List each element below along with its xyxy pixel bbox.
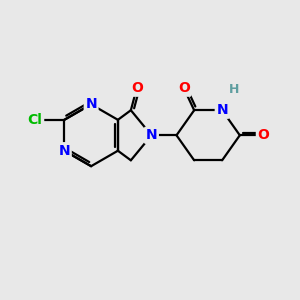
Text: N: N — [216, 103, 228, 117]
Text: O: O — [178, 81, 190, 95]
Text: N: N — [146, 128, 157, 142]
Text: N: N — [58, 144, 70, 158]
Text: O: O — [131, 81, 143, 95]
Text: N: N — [85, 98, 97, 111]
Text: O: O — [257, 128, 269, 142]
Text: H: H — [229, 83, 239, 96]
Text: Cl: Cl — [28, 113, 43, 127]
